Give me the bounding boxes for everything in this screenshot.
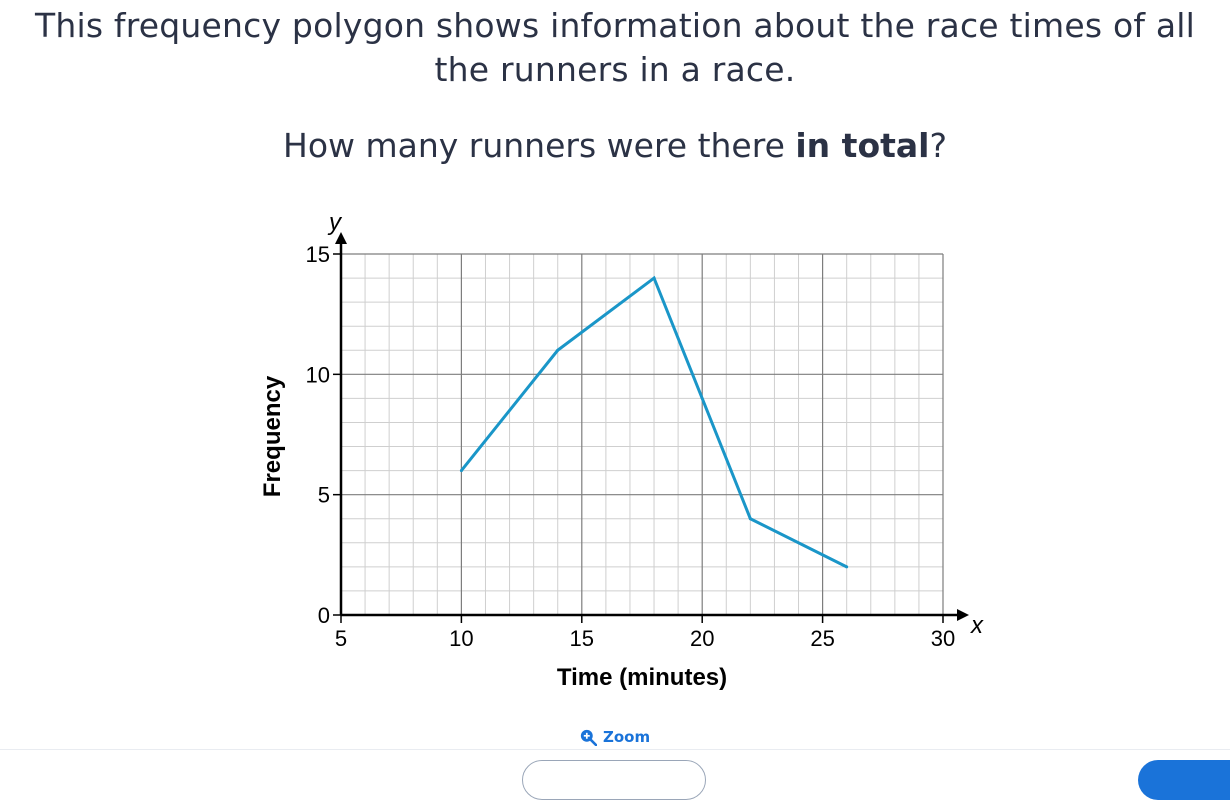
data-point bbox=[556, 348, 560, 352]
x-tick-label: 25 bbox=[810, 626, 834, 651]
x-axis-arrow bbox=[957, 609, 969, 621]
x-axis-label: Time (minutes) bbox=[557, 664, 727, 691]
question-line-1: This frequency polygon shows information… bbox=[35, 6, 1195, 45]
prompt-start: How many runners were there bbox=[283, 126, 796, 165]
x-axis-symbol: x bbox=[970, 612, 984, 639]
y-tick-label: 0 bbox=[318, 603, 330, 628]
y-tick-label: 10 bbox=[306, 362, 330, 387]
y-tick-label: 15 bbox=[306, 242, 330, 267]
y-axis-symbol: y bbox=[327, 209, 343, 236]
major-grid bbox=[340, 253, 944, 616]
data-point bbox=[748, 517, 752, 521]
question-prompt: How many runners were there in total? bbox=[0, 124, 1230, 168]
primary-button[interactable] bbox=[1138, 760, 1230, 800]
y-tick-label: 5 bbox=[318, 483, 330, 508]
y-axis-arrow bbox=[335, 232, 347, 244]
data-point bbox=[652, 276, 656, 280]
x-tick-label: 5 bbox=[335, 626, 347, 651]
zoom-button[interactable]: Zoom bbox=[580, 728, 650, 746]
data-point bbox=[845, 565, 849, 569]
frequency-polygon-chart: 5 10 15 20 25 30 0 5 10 15 Time (minutes) Frequenc… bbox=[259, 209, 984, 691]
x-tick-label: 30 bbox=[931, 626, 955, 651]
minor-grid bbox=[341, 254, 943, 615]
zoom-in-icon bbox=[580, 729, 597, 746]
x-tick-label: 15 bbox=[570, 626, 594, 651]
footer-divider bbox=[0, 749, 1230, 750]
prompt-end: ? bbox=[929, 126, 947, 165]
zoom-label: Zoom bbox=[603, 728, 651, 746]
data-series bbox=[459, 275, 849, 569]
data-point bbox=[459, 469, 463, 473]
x-tick-label: 20 bbox=[690, 626, 714, 651]
question-line-2: the runners in a race. bbox=[434, 50, 796, 89]
axes bbox=[335, 232, 969, 621]
question-text: This frequency polygon shows information… bbox=[0, 4, 1230, 92]
x-tick-label: 10 bbox=[449, 626, 473, 651]
axis-labels: Time (minutes) Frequency x y bbox=[259, 209, 984, 691]
prompt-emphasis: in total bbox=[795, 126, 930, 165]
secondary-button[interactable] bbox=[522, 760, 706, 800]
y-axis-label: Frequency bbox=[259, 375, 286, 497]
